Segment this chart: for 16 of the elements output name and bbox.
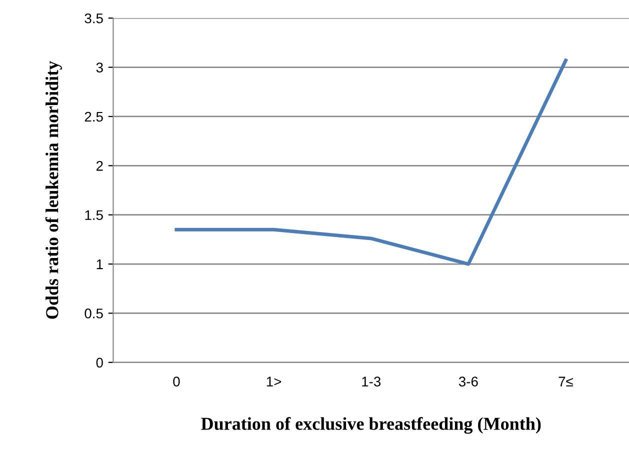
y-tick-label: 3.5 xyxy=(84,13,103,24)
x-tick-label: 3-6 xyxy=(458,376,478,386)
x-tick-label: 0 xyxy=(173,376,180,386)
line-series xyxy=(174,58,568,266)
y-tick-label: 1.5 xyxy=(85,210,103,220)
y-tick-label: 0 xyxy=(96,358,103,368)
x-tick-label: 7≤ xyxy=(558,376,573,386)
y-tick-label: 3 xyxy=(96,62,103,72)
y-tick-label: 1 xyxy=(96,260,103,270)
y-tick-label: 0.5 xyxy=(84,308,103,318)
y-tick-label: 2.5 xyxy=(84,112,103,122)
y-axis-title: Odds ratio of leukemia morbidity xyxy=(45,61,62,319)
y-tick-label: 2 xyxy=(96,161,103,171)
x-tick-label: 1-3 xyxy=(362,376,381,386)
x-axis-title: Duration of exclusive breastfeeding (Month) xyxy=(201,417,541,434)
x-tick-label: 1> xyxy=(266,376,282,386)
